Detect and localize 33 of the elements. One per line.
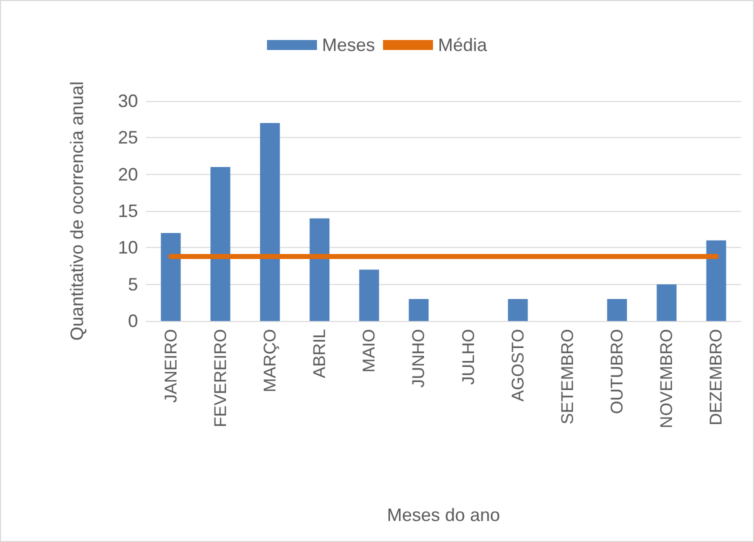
bar — [508, 299, 528, 321]
x-tick-label: JUNHO — [409, 329, 428, 388]
x-tick-label: JANEIRO — [161, 329, 180, 403]
x-tick-label: DEZEMBRO — [706, 329, 726, 426]
bar — [260, 123, 280, 321]
x-tick-label: ABRIL — [310, 329, 330, 378]
bar — [359, 270, 380, 321]
y-axis-title: Quantitativo de ocorrencia anual — [67, 81, 87, 341]
y-tick-label: 10 — [118, 238, 138, 258]
legend-label: Média — [438, 35, 488, 55]
bar — [656, 284, 677, 321]
bar — [706, 240, 726, 321]
x-tick-label: MARÇO — [260, 329, 280, 392]
y-tick-label: 15 — [118, 201, 138, 221]
bar — [160, 233, 181, 321]
y-tick-label: 20 — [118, 164, 138, 184]
bar — [210, 167, 230, 321]
legend-label: Meses — [322, 35, 375, 55]
x-axis-title: Meses do ano — [386, 505, 500, 525]
y-tick-label: 5 — [128, 274, 138, 294]
bar — [310, 218, 330, 321]
y-tick-label: 0 — [128, 311, 138, 331]
x-tick-label: AGOSTO — [508, 329, 528, 402]
x-tick-label: OUTUBRO — [608, 329, 627, 414]
y-tick-label: 30 — [118, 91, 138, 111]
x-tick-label: JULHO — [458, 329, 478, 385]
bar — [607, 299, 627, 321]
x-tick-label: SETEMBRO — [558, 329, 577, 424]
x-tick-label: NOVEMBRO — [657, 329, 676, 428]
y-tick-label: 25 — [118, 128, 138, 148]
x-tick-label: FEVEREIRO — [210, 329, 230, 428]
x-tick-label: MAIO — [360, 329, 379, 372]
bar — [408, 299, 429, 321]
